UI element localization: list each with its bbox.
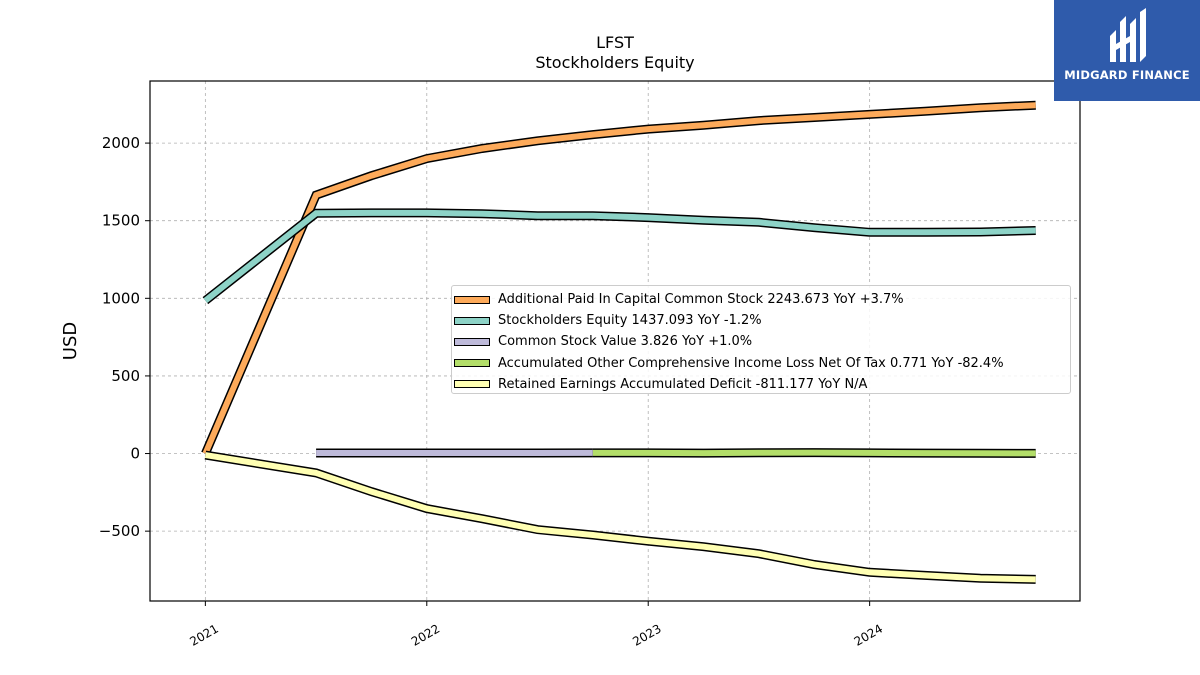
legend-item: Common Stock Value 3.826 YoY +1.0%	[452, 331, 1070, 352]
legend-swatch	[454, 316, 490, 325]
series-layer	[201, 100, 1036, 584]
series-outline	[201, 100, 1036, 456]
series-fill	[202, 102, 1036, 455]
series-line-1	[201, 100, 1036, 456]
legend-swatch	[454, 295, 490, 304]
legend-swatch	[454, 337, 490, 346]
x-tick-label: 2022	[409, 621, 442, 648]
legend-item: Stockholders Equity 1437.093 YoY -1.2%	[452, 310, 1070, 331]
y-tick-label: 2000	[102, 134, 140, 152]
y-tick-label: 500	[111, 367, 140, 385]
logo-text: MIDGARD FINANCE	[1064, 68, 1190, 82]
x-tick-label: 2023	[630, 621, 663, 648]
legend-label: Stockholders Equity 1437.093 YoY -1.2%	[498, 313, 762, 329]
series-line-4	[592, 448, 1036, 458]
series-fill	[592, 449, 1036, 457]
y-tick-label: 1000	[102, 289, 140, 307]
y-axis-label: USD	[60, 322, 81, 360]
y-tick-label: 0	[130, 445, 140, 463]
legend-label: Accumulated Other Comprehensive Income L…	[498, 355, 1004, 371]
x-tick-label: 2024	[852, 621, 885, 648]
legend-label: Retained Earnings Accumulated Deficit -8…	[498, 376, 868, 392]
midgard-finance-logo: MIDGARD FINANCE	[1054, 0, 1200, 101]
y-tick-label: −500	[99, 522, 140, 540]
legend-item: Additional Paid In Capital Common Stock …	[452, 289, 1070, 310]
x-axis: 2021 2022 2023 2024	[187, 601, 885, 649]
legend-label: Common Stock Value 3.826 YoY +1.0%	[498, 334, 753, 350]
legend-swatch	[454, 359, 490, 368]
x-tick-label: 2021	[187, 621, 220, 648]
series-fill	[204, 452, 1036, 583]
legend-swatch	[454, 380, 490, 389]
y-axis: −500 0 500 1000 1500 2000	[99, 134, 150, 540]
legend-item: Retained Earnings Accumulated Deficit -8…	[452, 374, 1070, 395]
plot-area-frame	[149, 80, 1081, 602]
y-tick-label: 1500	[102, 212, 140, 230]
series-outline	[204, 450, 1036, 584]
legend-item: Accumulated Other Comprehensive Income L…	[452, 353, 1070, 374]
chart-title: LFST	[596, 33, 634, 52]
series-line-5	[204, 450, 1036, 584]
legend: Additional Paid In Capital Common Stock …	[451, 285, 1071, 394]
chart-subtitle: Stockholders Equity	[535, 53, 694, 72]
midgard-logo-icon	[1110, 8, 1146, 62]
series-fill	[203, 209, 1036, 303]
legend-label: Additional Paid In Capital Common Stock …	[498, 292, 904, 308]
series-line-2	[202, 208, 1036, 305]
